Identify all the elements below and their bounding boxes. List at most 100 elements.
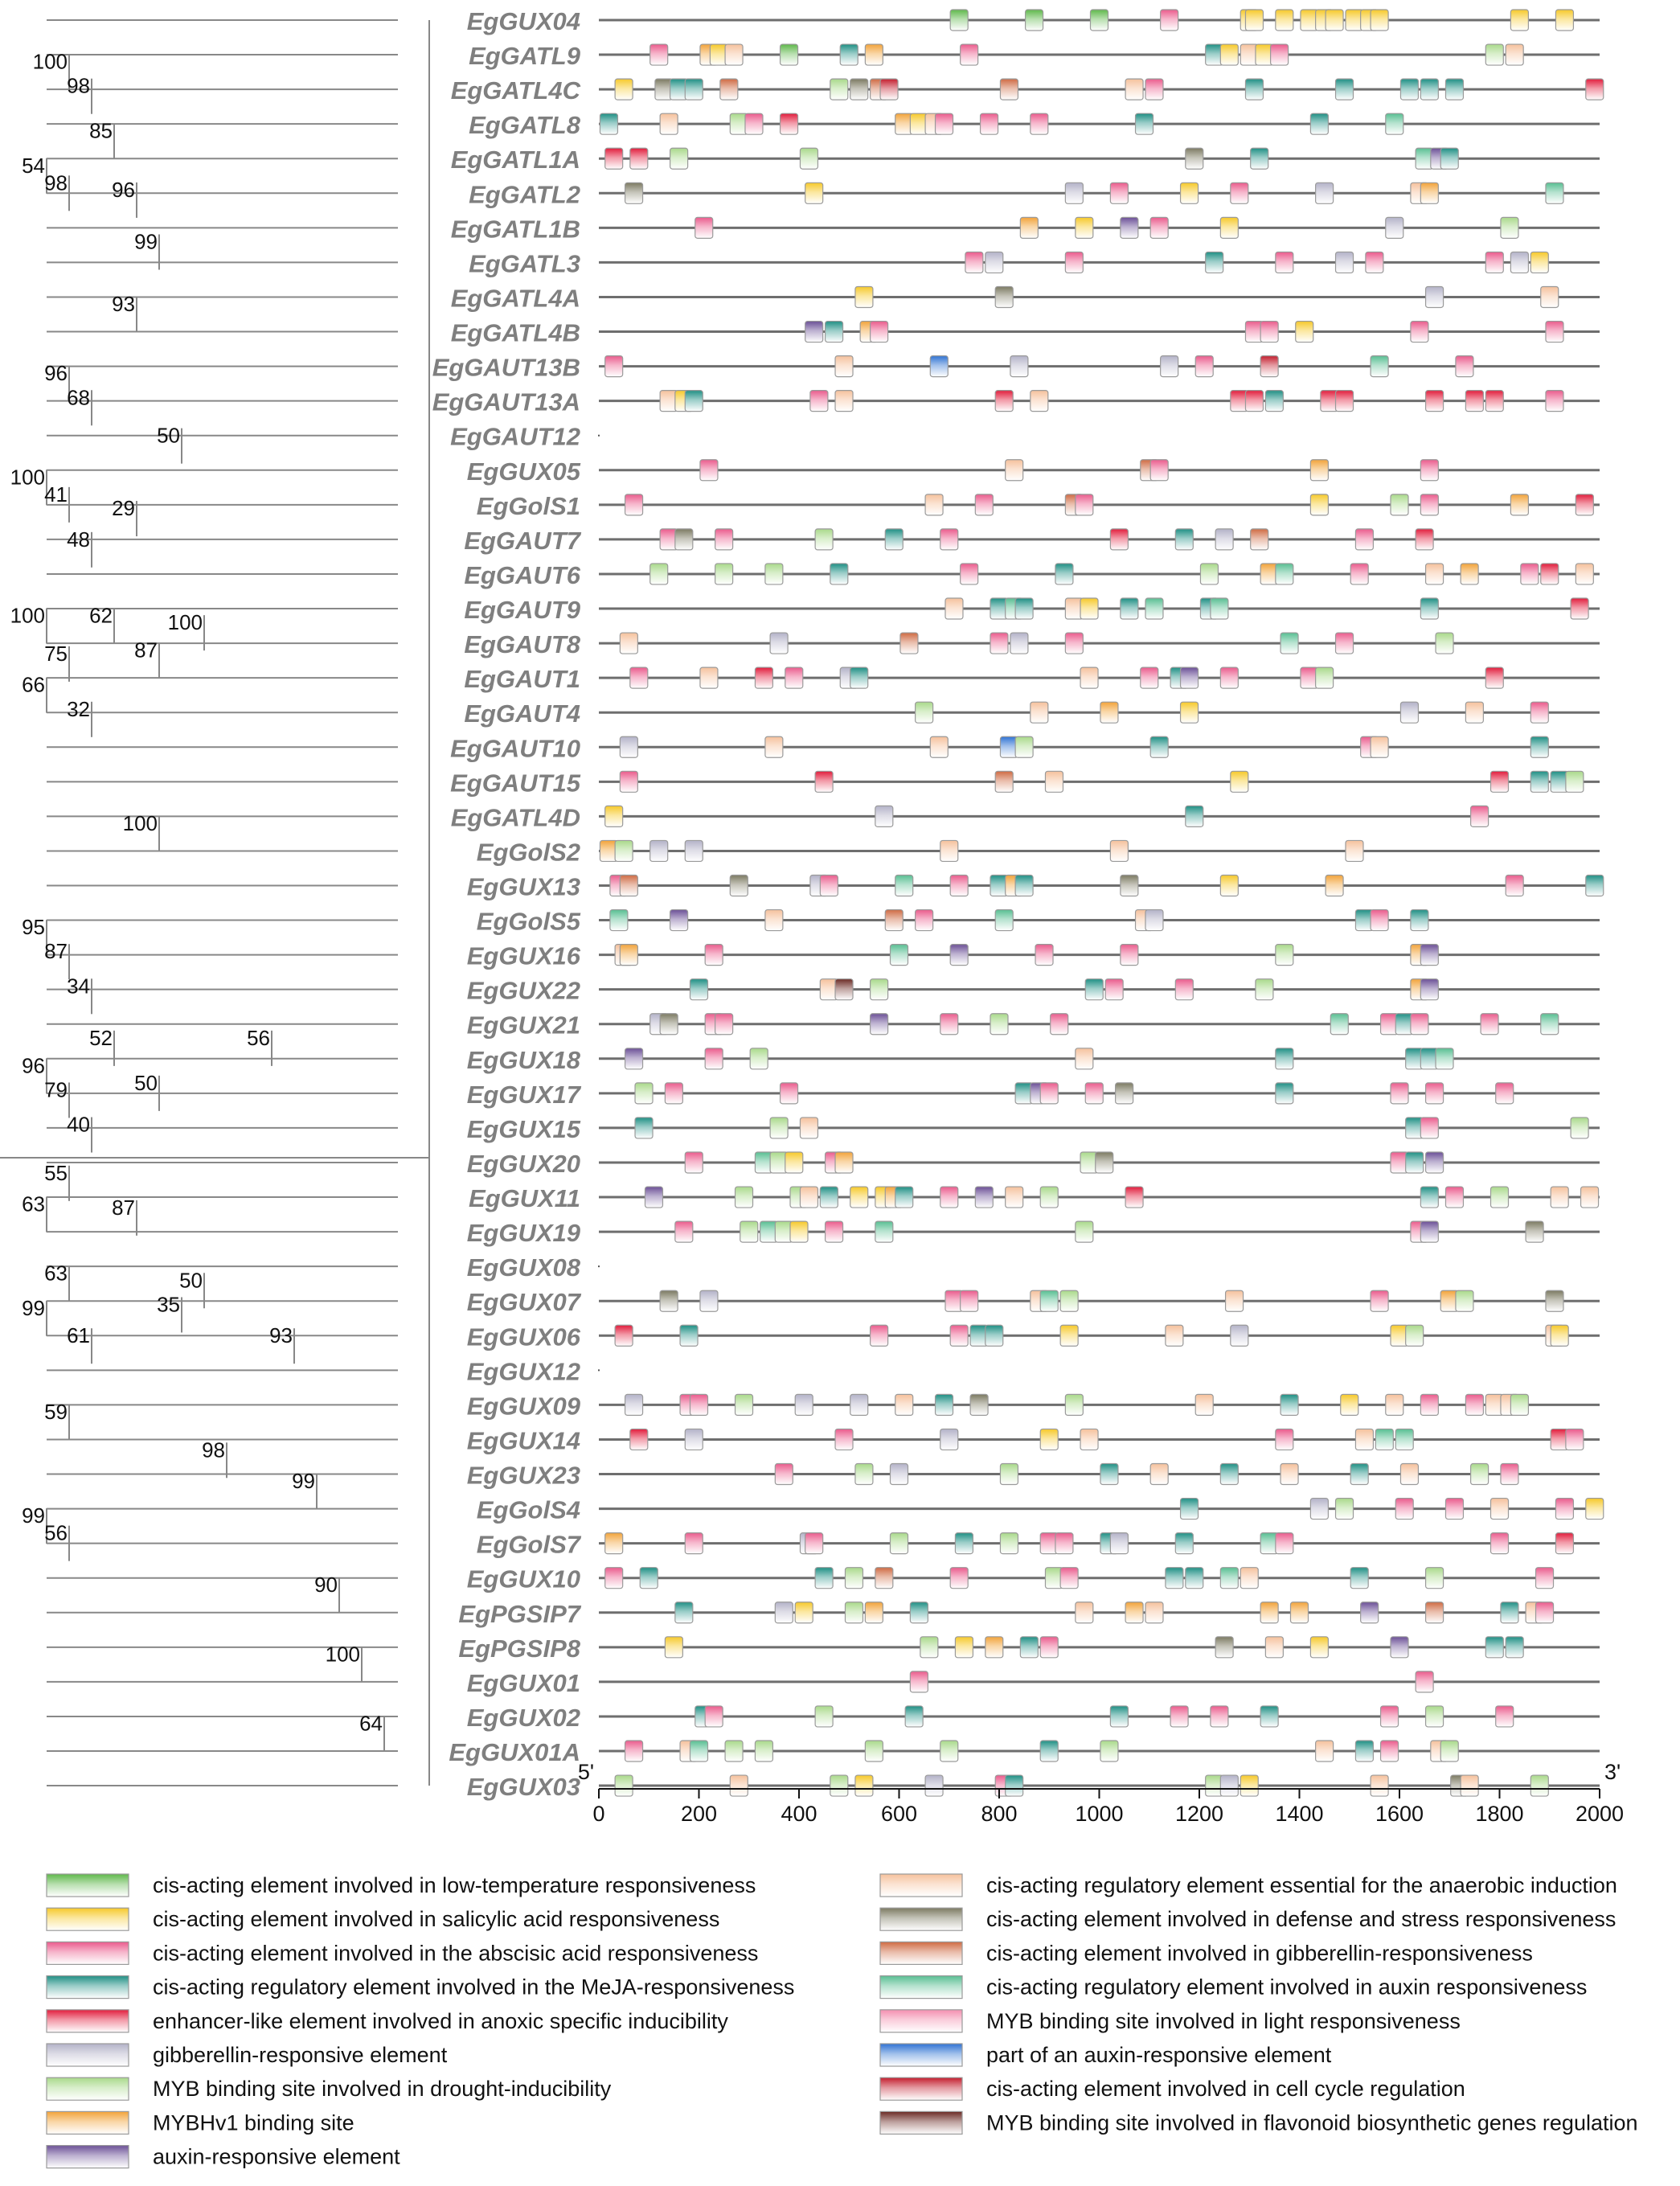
legend-swatch [46,2110,129,2135]
gene-label: EgGUX19 [467,1219,581,1247]
motif-box [1555,9,1575,31]
motif-box [1010,632,1029,654]
motif-box [1575,563,1594,585]
motif-box [1275,1048,1294,1070]
gene-label: EgGAUT13A [432,388,580,416]
motif-box [924,494,944,516]
motif-box [844,1567,864,1589]
motif-box [895,1393,914,1417]
motif-box [990,1013,1009,1036]
motif-box [764,908,784,932]
motif-box [754,1740,774,1762]
legend-label: enhancer-like element involved in anoxic… [153,2009,728,2033]
motif-box [1495,1082,1514,1105]
motif-box [1260,320,1279,343]
motif-box [949,874,969,897]
motif-box [1580,1186,1600,1208]
motif-box [1545,1290,1564,1312]
motif-box [1309,113,1330,135]
motif-box [834,390,854,412]
motif-box [1039,1740,1059,1762]
gene-label: EgGUX05 [467,457,581,486]
motif-box [814,528,834,551]
legend-label: cis-acting element involved in cell cycl… [986,2077,1465,2101]
motif-box [830,78,849,100]
legend-swatch [879,1941,963,1965]
motif-box [924,1774,944,1797]
motif-box [1500,216,1519,239]
motif-box [929,736,949,758]
motif-box [789,1220,809,1243]
legend-label: part of an auxin-responsive element [986,2043,1332,2067]
gene-label: EgGolS2 [477,838,580,866]
empty-track-dot [598,434,600,437]
motif-box [1295,320,1314,343]
motif-box [1510,9,1530,31]
motif-box [1420,78,1439,100]
motif-box [614,1774,633,1797]
motif-box [1420,597,1439,620]
motif-box [1489,1186,1510,1208]
motif-box [1160,9,1179,31]
motif-box [634,1117,654,1139]
motif-box [960,43,979,66]
motif-box [879,78,899,100]
motif-box [1370,736,1389,758]
motif-box [1075,494,1094,516]
motif-box [1140,666,1159,689]
motif-box [1575,494,1594,516]
legend-label: MYB binding site involved in flavonoid b… [986,2110,1638,2135]
bootstrap-label: 50 [179,1268,203,1292]
motif-box [1260,355,1279,378]
bootstrap-label: 98 [67,74,90,98]
bootstrap-label: 99 [134,230,158,254]
motif-box [940,1740,959,1762]
motif-box [1109,182,1129,204]
bootstrap-label: 66 [22,673,45,697]
bootstrap-label: 79 [44,1077,68,1101]
motif-box [1215,528,1234,551]
motif-box [1100,1462,1119,1486]
gene-label: EgGUX01 [467,1669,580,1697]
motif-box [624,1048,644,1070]
motif-box [1244,78,1264,100]
motif-box [624,182,644,204]
motif-box [779,113,799,135]
motif-box [1075,1048,1094,1070]
motif-box [764,736,784,758]
legend-swatch [879,1873,963,1897]
gene-label: EgGolS7 [477,1531,582,1559]
motif-box [684,839,703,863]
motif-box [814,770,834,793]
gene-label: EgGUX07 [467,1288,582,1316]
legend-label: cis-acting element involved in low-tempe… [153,1873,756,1897]
motif-box [624,494,644,516]
motif-box [1084,978,1104,1001]
motif-box [1489,1497,1510,1520]
motif-box [785,1151,804,1174]
motif-box [1115,1082,1134,1105]
motif-box [1395,1428,1414,1451]
motif-box [889,1532,909,1555]
motif-box [1174,528,1194,551]
motif-box [659,1013,678,1036]
motif-box [1460,563,1479,585]
motif-box [1370,1774,1389,1797]
legend-label: cis-acting regulatory element involved i… [986,1975,1587,1999]
motif-box [1050,1013,1069,1036]
motif-box [805,320,824,343]
motif-box [915,908,934,932]
motif-box [604,355,624,378]
legend-swatch [46,1907,129,1931]
gene-labels: EgGUX04 EgGATL9 EgGATL4C EgGATL8 EgGATL1A EgG… [432,7,582,1801]
motif-box [999,1462,1019,1486]
motif-box [1179,666,1199,689]
motif-box [1269,43,1289,66]
axis-tick-label: 1200 [1175,1802,1223,1826]
bootstrap-label: 87 [112,1196,135,1220]
motif-box [689,1393,709,1417]
motif-box [774,1602,793,1624]
motif-box [814,1705,834,1728]
motif-box [1390,1636,1409,1659]
bootstrap-label: 52 [89,1026,113,1050]
